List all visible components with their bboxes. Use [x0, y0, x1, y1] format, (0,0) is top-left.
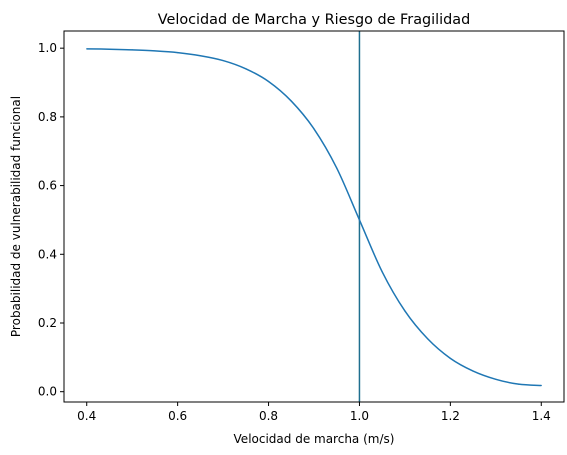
data-point	[177, 52, 179, 54]
data-point	[358, 219, 361, 221]
data-point	[427, 338, 429, 340]
x-axis-title: Velocidad de marcha (m/s)	[234, 432, 395, 446]
y-tick-label: 0.8	[38, 110, 57, 124]
data-point	[245, 68, 247, 70]
y-tick-label: 0.0	[38, 385, 57, 399]
x-tick-label: 0.8	[259, 409, 278, 423]
data-point	[86, 48, 88, 50]
data-point	[404, 310, 406, 312]
data-point	[290, 100, 292, 102]
data-point	[472, 370, 474, 372]
x-tick-label: 1.0	[350, 409, 369, 423]
data-point	[540, 384, 542, 387]
data-point	[199, 55, 201, 57]
y-tick-label: 0.4	[38, 247, 57, 261]
y-tick-label: 0.6	[38, 179, 57, 193]
data-point	[131, 49, 133, 51]
data-point	[222, 59, 224, 62]
y-axis: 0.0 0.2 0.4 0.6 0.8 1.0	[38, 41, 64, 399]
y-tick-label: 0.2	[38, 316, 57, 330]
x-tick-label: 0.4	[77, 409, 96, 423]
x-axis: 0.4 0.6 0.8 1.0 1.2 1.4	[77, 402, 551, 423]
chart-title: Velocidad de Marcha y Riesgo de Fragilid…	[158, 12, 470, 28]
data-point	[313, 128, 315, 130]
data-point	[449, 357, 451, 359]
y-tick-label: 1.0	[38, 41, 57, 55]
y-axis-title: Probabilidad de vulnerabilidad funcional	[9, 96, 23, 337]
x-tick-label: 1.2	[441, 409, 460, 423]
data-point	[517, 383, 520, 385]
series-line	[86, 48, 542, 387]
x-tick-label: 1.4	[532, 409, 551, 423]
x-tick-label: 0.6	[168, 409, 187, 423]
data-point	[108, 48, 111, 50]
data-point	[267, 80, 270, 83]
data-point	[154, 50, 156, 52]
data-point	[381, 271, 383, 273]
plot-frame	[63, 30, 565, 403]
series-layer	[86, 48, 542, 387]
data-point	[495, 378, 497, 380]
data-point	[336, 167, 338, 169]
